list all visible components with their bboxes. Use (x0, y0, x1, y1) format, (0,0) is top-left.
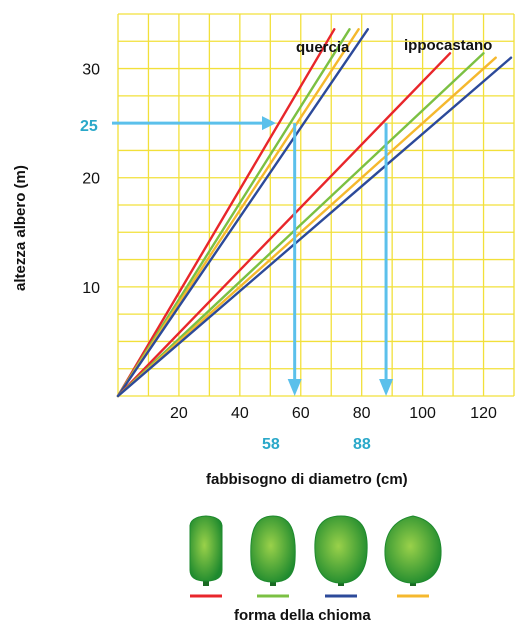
reading-y-label: 25 (80, 118, 98, 135)
round-crown-icon (314, 515, 368, 586)
group-label-quercia: quercia (296, 39, 350, 56)
y-tick-label: 10 (82, 280, 100, 297)
legend-title: forma della chioma (234, 607, 371, 624)
x-tick-label: 80 (353, 405, 371, 422)
series-line-quercia-0 (116, 28, 336, 398)
tick-labels: 20 40 60 80 100 120 10 20 30 (82, 62, 497, 422)
x-axis-title: fabbisogno di diametro (cm) (206, 471, 408, 488)
reading-arrows (112, 116, 394, 396)
y-tick-label: 20 (82, 171, 100, 188)
grid (117, 13, 515, 397)
broad-crown-icon (384, 515, 442, 586)
series-line-ippocastano-0 (116, 52, 452, 398)
x-tick-label: 20 (170, 405, 188, 422)
series-line-quercia-2 (116, 28, 360, 398)
reading-arrowhead (262, 116, 276, 131)
oval-crown-icon (250, 515, 296, 586)
legend (189, 515, 442, 598)
y-axis-title: altezza albero (m) (12, 165, 29, 291)
group-label-ippocastano: ippocastano (404, 37, 492, 54)
y-tick-label: 30 (82, 62, 100, 79)
series-line-ippocastano-2 (116, 56, 497, 398)
crown-shape (384, 515, 442, 584)
x-tick-label: 60 (292, 405, 310, 422)
x-tick-label: 40 (231, 405, 249, 422)
series-lines (116, 28, 513, 398)
reading-arrowhead (287, 379, 302, 396)
series-line-ippocastano-3 (116, 56, 513, 398)
reading-x-label-ippocastano: 88 (353, 436, 371, 453)
x-tick-label: 100 (409, 405, 436, 422)
reading-x-label-quercia: 58 (262, 436, 280, 453)
reading-arrowhead (379, 379, 394, 396)
x-tick-label: 120 (470, 405, 497, 422)
narrow-crown-icon (189, 515, 223, 586)
crown-shape (314, 515, 368, 584)
crown-shape (189, 515, 223, 582)
series-line-quercia-3 (116, 28, 369, 398)
crown-shape (250, 515, 296, 583)
series-line-ippocastano-1 (116, 52, 485, 398)
series-line-quercia-1 (116, 28, 351, 398)
